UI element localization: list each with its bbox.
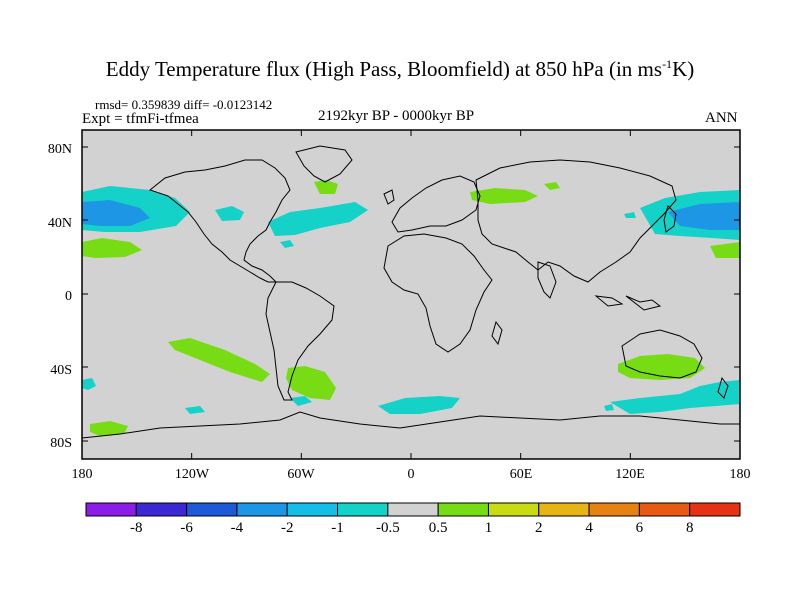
colorbar-tick-label: 4 <box>585 520 593 536</box>
anomaly-siberia-positive <box>470 188 538 204</box>
anomaly-southern-ocean-negative-left <box>185 406 205 414</box>
lat-tick-label: 80N <box>47 142 72 157</box>
colorbar-swatch <box>135 502 188 517</box>
lat-tick-label: 40N <box>47 216 72 231</box>
season-label: ANN <box>705 110 738 126</box>
colorbar-swatch <box>286 502 339 517</box>
anomaly-pacific-positive-right <box>710 242 740 258</box>
coastlines <box>81 145 740 439</box>
experiment-label: Expt = tfmFi-tfmea <box>82 111 199 127</box>
colorbar-swatch <box>487 502 540 517</box>
anomaly-southern-indian-negative <box>610 380 740 414</box>
colorbar-tick-label: -0.5 <box>375 520 400 536</box>
anomaly-nw-pacific-negative-strong <box>668 202 740 230</box>
colorbar-tick-label: -2 <box>280 520 294 536</box>
colorbar-tick-label: -8 <box>130 520 143 536</box>
anomaly-pacific-positive-left <box>82 238 142 258</box>
anomaly-caribbean-negative <box>280 240 294 248</box>
lat-tick-label: 40S <box>50 363 72 378</box>
colorbar-tick-label: 8 <box>685 520 694 536</box>
anomaly-north-atlantic-negative <box>268 202 368 236</box>
colorbar-swatch <box>85 502 137 517</box>
colorbar-tick-label: -6 <box>180 520 193 536</box>
anomaly-regions <box>82 180 740 436</box>
colorbar-swatch <box>638 502 691 517</box>
anomaly-patagonia-negative <box>290 396 312 406</box>
colorbar-tick-label: 1 <box>484 520 493 536</box>
anomaly-south-america-positive <box>286 366 336 400</box>
colorbar-swatch <box>337 502 389 517</box>
anomaly-north-pacific-east-negative-strong <box>82 200 150 226</box>
plot-title: Eddy Temperature flux (High Pass, Bloomf… <box>105 57 695 81</box>
lon-tick-label: 180 <box>729 467 751 482</box>
anomaly-southern-atlantic-negative <box>378 396 460 414</box>
anomaly-australia-positive <box>618 354 705 380</box>
colorbar-swatch <box>437 502 489 517</box>
lat-tick-label: 0 <box>65 289 72 304</box>
anomaly-south-pacific-positive <box>168 338 270 382</box>
stats-text: rmsd= 0.359839 diff= -0.0123142 <box>95 97 273 112</box>
lon-tick-label: 60W <box>287 467 315 482</box>
lon-tick-label: 120W <box>174 467 210 482</box>
colorbar-swatch <box>236 502 288 517</box>
colorbar-tick-label: 6 <box>635 520 644 536</box>
lon-tick-label: 180 <box>71 467 93 482</box>
lon-tick-label: 120E <box>615 467 645 482</box>
period-label: 2192kyr BP - 0000kyr BP <box>318 108 475 124</box>
anomaly-arctic-positive <box>544 182 560 190</box>
colorbar-tick-label: 2 <box>535 520 543 536</box>
lon-tick-label: 60E <box>509 467 533 482</box>
colorbar-tick-label: -1 <box>331 520 344 536</box>
colorbar-swatch <box>387 502 439 517</box>
colorbar-swatch <box>538 502 590 517</box>
colorbar-swatch <box>588 502 640 517</box>
anomaly-central-asia-negative <box>624 212 636 218</box>
colorbar-tick-label: -4 <box>230 520 244 536</box>
anomaly-north-america-negative <box>215 206 244 221</box>
axis-ticks <box>81 130 741 459</box>
lon-tick-label: 0 <box>407 467 415 482</box>
anomaly-southern-ocean-positive-left <box>90 421 128 436</box>
colorbar-swatch <box>689 502 741 517</box>
colorbar-swatch <box>186 502 238 517</box>
anomaly-greenland-positive <box>314 180 338 194</box>
anomaly-southern-indian-negative-small <box>604 404 614 411</box>
colorbar <box>85 502 741 517</box>
anomaly-south-pacific-negative-left <box>82 378 96 390</box>
colorbar-tick-label: 0.5 <box>428 520 448 536</box>
lat-tick-label: 80S <box>50 436 72 451</box>
